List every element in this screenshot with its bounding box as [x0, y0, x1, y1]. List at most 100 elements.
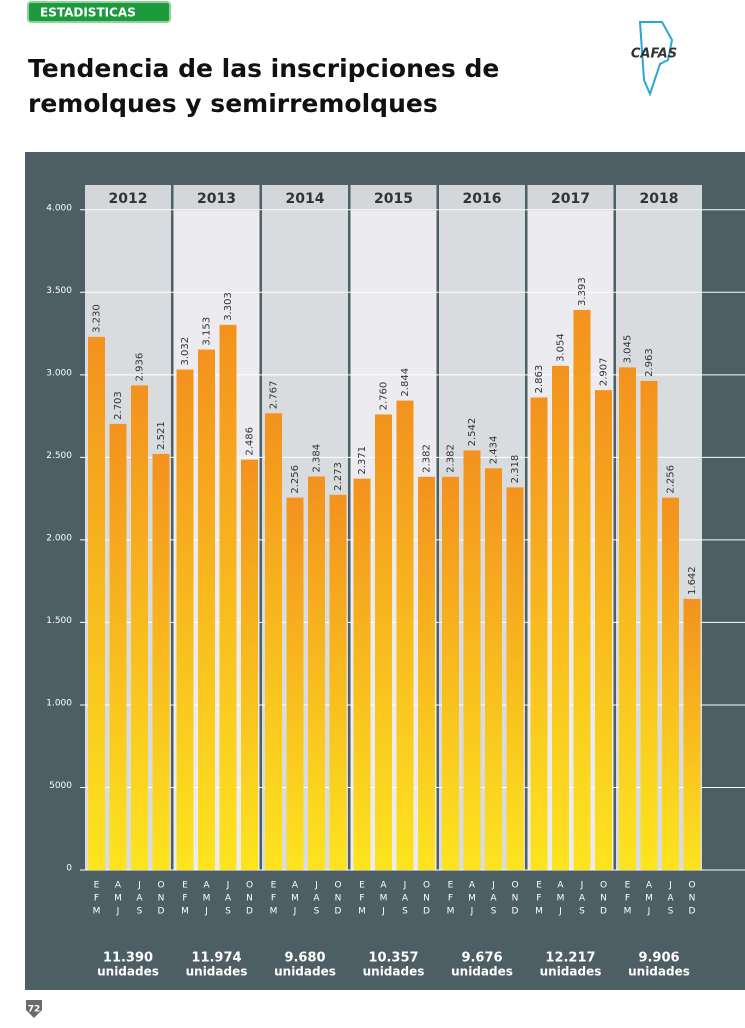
quarter-label: D [423, 907, 430, 917]
value-label: 2.936 [135, 353, 146, 382]
y-tick-label: 3.500 [46, 286, 72, 296]
quarter-label: A [667, 894, 674, 904]
year-total: 11.974 [191, 951, 241, 966]
value-label: 2.371 [357, 446, 368, 475]
quarter-label: A [402, 894, 409, 904]
title-line: remolques y semirremolques [28, 89, 438, 118]
bar [530, 397, 548, 870]
value-label: 3.045 [623, 335, 634, 364]
quarter-label: M [114, 894, 122, 904]
quarter-label: A [225, 894, 232, 904]
bar [442, 476, 459, 870]
bar [241, 459, 258, 870]
bar [152, 453, 170, 870]
quarter-label: S [402, 907, 408, 917]
value-label: 2.382 [422, 444, 433, 473]
quarter-label: A [579, 894, 586, 904]
bar [286, 497, 304, 870]
page-number: 72 [28, 1005, 41, 1015]
bar [265, 413, 282, 870]
bar [662, 497, 679, 870]
bar [573, 309, 591, 871]
quarter-label: J [668, 881, 672, 891]
value-label: 2.844 [400, 368, 411, 397]
bar [506, 487, 524, 870]
value-label: 2.760 [379, 382, 390, 411]
quarter-label: M [447, 907, 455, 917]
quarter-label: A [380, 881, 387, 891]
quarter-label: F [359, 894, 364, 904]
quarter-label: M [203, 894, 211, 904]
bar [375, 414, 392, 870]
year-total: 9.680 [284, 951, 325, 966]
year-label: 2017 [551, 191, 590, 207]
quarter-label: N [158, 894, 165, 904]
section-badge [27, 1, 171, 23]
year-header [262, 185, 348, 211]
bar [396, 400, 414, 870]
quarter-label: O [423, 881, 430, 891]
quarter-label: E [182, 881, 188, 891]
value-label: 3.230 [92, 304, 103, 333]
quarter-label: J [558, 907, 562, 917]
quarter-label: M [468, 894, 476, 904]
year-label: 2018 [640, 191, 679, 207]
y-tick-label: 3.000 [46, 368, 72, 378]
year-total: 10.357 [368, 951, 418, 966]
year-label: 2014 [286, 191, 325, 207]
value-label: 3.303 [223, 292, 234, 321]
quarter-label: A [292, 881, 299, 891]
value-label: 3.393 [577, 277, 588, 306]
quarter-label: M [181, 907, 189, 917]
value-label: 2.863 [534, 365, 545, 394]
quarter-label: N [246, 894, 253, 904]
year-total: 9.906 [638, 951, 679, 966]
bar [552, 365, 569, 870]
value-label: 2.382 [446, 444, 457, 473]
year-unit: unidades [97, 965, 159, 979]
bar [353, 478, 371, 870]
value-label: 2.767 [269, 381, 280, 410]
quarter-label: J [403, 881, 407, 891]
quarter-label: J [293, 907, 297, 917]
value-label: 1.642 [687, 566, 698, 595]
quarter-label: F [448, 894, 453, 904]
quarter-label: M [535, 907, 543, 917]
quarter-label: F [94, 894, 99, 904]
bar [595, 390, 612, 870]
value-label: 2.256 [666, 465, 677, 494]
quarter-label: M [380, 894, 388, 904]
quarter-label: J [647, 907, 651, 917]
year-unit: unidades [186, 965, 248, 979]
quarter-label: A [136, 894, 143, 904]
quarter-label: A [313, 894, 320, 904]
bar [329, 494, 347, 870]
y-tick-label: 5000 [49, 781, 72, 791]
year-unit: unidades [274, 965, 336, 979]
value-label: 2.384 [312, 444, 323, 473]
value-label: 2.273 [333, 462, 344, 491]
value-label: 2.542 [467, 418, 478, 447]
quarter-label: J [381, 907, 385, 917]
year-total: 11.390 [103, 951, 153, 966]
quarter-label: D [158, 907, 165, 917]
bar [198, 349, 215, 870]
logo-text: CAFAS [631, 47, 677, 62]
quarter-label: J [314, 881, 318, 891]
quarter-label: J [580, 881, 584, 891]
quarter-label: N [689, 894, 696, 904]
quarter-label: J [491, 881, 495, 891]
quarter-label: M [358, 907, 366, 917]
value-label: 2.521 [156, 421, 167, 450]
year-total: 12.217 [545, 951, 595, 966]
y-tick-label: 1.500 [46, 616, 72, 626]
bar [109, 423, 127, 870]
y-tick-label: 0 [66, 864, 72, 874]
quarter-label: J [470, 907, 474, 917]
year-unit: unidades [451, 965, 513, 979]
section-label: ESTADISTICAS [40, 6, 136, 20]
bar [219, 324, 237, 870]
y-tick-label: 2.000 [46, 533, 72, 543]
quarter-label: S [314, 907, 320, 917]
quarter-label: D [335, 907, 342, 917]
